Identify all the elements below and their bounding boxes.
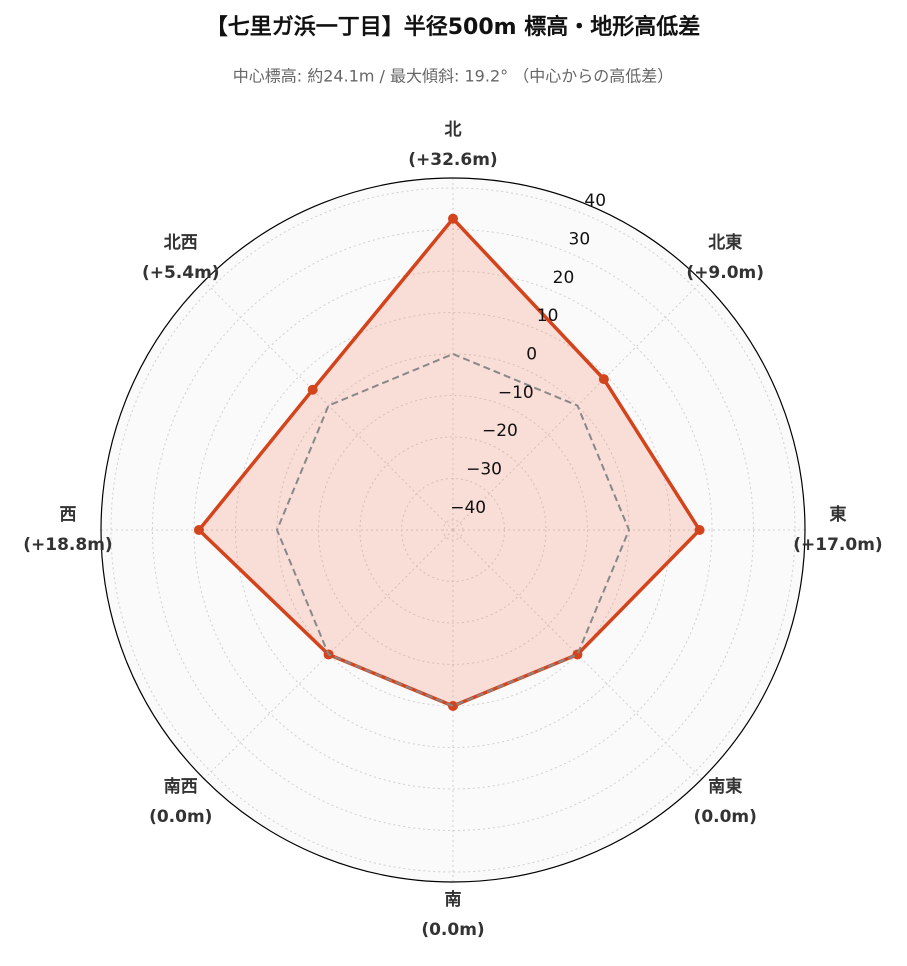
plot-border xyxy=(100,177,806,883)
grid-circle xyxy=(193,270,713,790)
series-point xyxy=(448,701,458,711)
chart-title: 【七里ガ浜一丁目】半径500m 標高・地形高低差 xyxy=(206,14,701,40)
series-point xyxy=(193,525,204,535)
value-label: (0.0m) xyxy=(149,807,212,827)
value-label: (0.0m) xyxy=(694,807,757,827)
value-label: (+17.0m) xyxy=(793,535,882,555)
y-tick-label: −40 xyxy=(450,498,486,518)
y-tick-label: 20 xyxy=(553,268,575,288)
category-label: 南 xyxy=(445,889,462,910)
spoke xyxy=(203,280,454,531)
value-label: (+5.4m) xyxy=(142,263,220,283)
grid-circle xyxy=(442,519,464,541)
category-label: 北西 xyxy=(164,233,198,253)
grid-circle xyxy=(359,436,547,624)
reference-line xyxy=(276,353,630,707)
category-label: 南東 xyxy=(708,776,742,797)
series-point xyxy=(598,374,609,385)
category-label: 南西 xyxy=(164,776,198,797)
y-tick-label: 10 xyxy=(537,306,559,326)
y-tick-label: −20 xyxy=(482,421,518,441)
value-label: (+9.0m) xyxy=(686,263,764,283)
y-tick-label: 40 xyxy=(584,191,606,211)
y-tick-label: 30 xyxy=(569,229,591,249)
grid-circle xyxy=(110,187,796,873)
category-label: 西 xyxy=(60,505,77,525)
category-label: 北東 xyxy=(708,232,742,253)
y-tick-label: −10 xyxy=(498,383,534,403)
value-label: (0.0m) xyxy=(421,920,484,940)
series-point xyxy=(448,213,458,224)
grid-circle xyxy=(234,311,672,749)
chart-subtitle: 中心標高: 約24.1m / 最大傾斜: 19.2° （中心からの高低差） xyxy=(233,67,673,86)
series-point xyxy=(307,384,318,395)
value-label: (+18.8m) xyxy=(23,535,112,555)
value-label: (+32.6m) xyxy=(408,150,497,170)
category-label: 北 xyxy=(445,120,462,140)
grid-circle xyxy=(318,395,588,665)
category-label: 東 xyxy=(830,504,847,525)
y-tick-label: 0 xyxy=(526,344,537,364)
series-point xyxy=(572,649,583,660)
y-tick-label: −30 xyxy=(466,460,502,480)
series-point xyxy=(694,525,705,535)
